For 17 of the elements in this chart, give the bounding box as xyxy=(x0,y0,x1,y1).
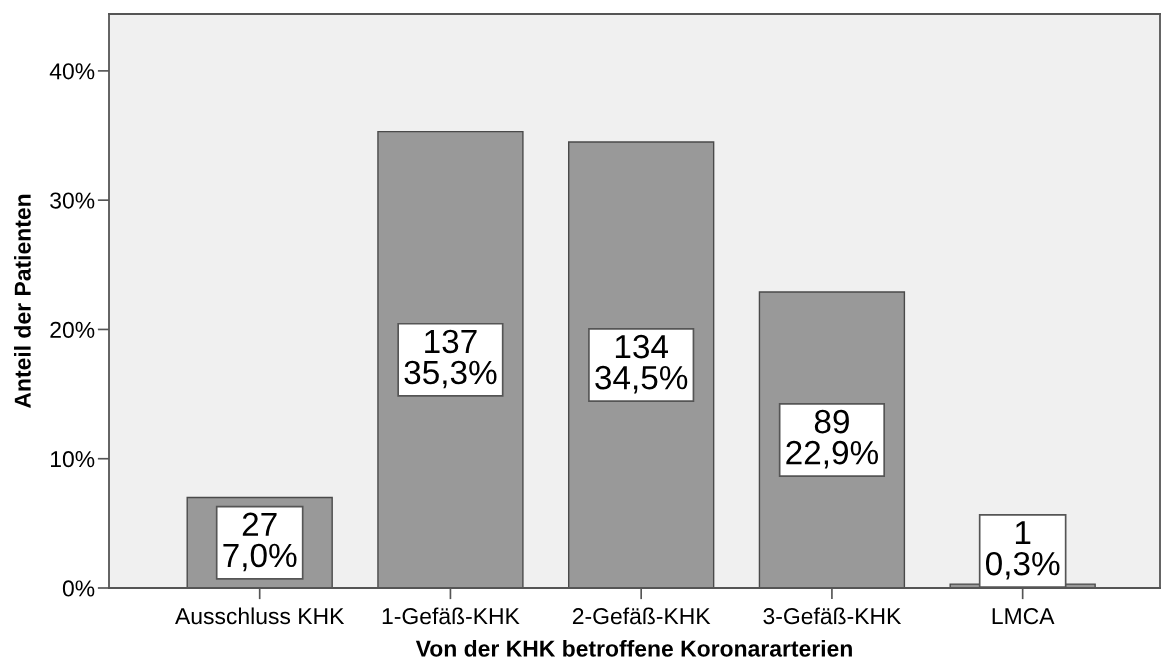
x-tick-label: 1-Gefäß-KHK xyxy=(382,607,520,625)
x-tick-label: Ausschluss KHK xyxy=(175,607,345,625)
y-tick-label: 40% xyxy=(49,63,95,80)
data-label: 27 7,0% xyxy=(223,512,297,572)
y-tick-label: 20% xyxy=(50,321,95,338)
x-tick-label: LMCA xyxy=(992,608,1055,625)
data-label: 134 34,5% xyxy=(595,334,688,394)
data-label: 1 0,3% xyxy=(985,521,1060,580)
data-label: 89 22,9% xyxy=(786,409,878,469)
x-tick-label: 2-Gefäß-KHK xyxy=(572,607,711,625)
x-axis-title: Von der KHK betroffene Koronararterien xyxy=(415,639,852,657)
y-axis-title: Anteil der Patienten xyxy=(13,194,31,409)
y-tick-label: 30% xyxy=(50,192,95,209)
data-label: 137 35,3% xyxy=(404,329,497,389)
x-tick-label: 3-Gefäß-KHK xyxy=(763,607,902,625)
y-tick-label: 0% xyxy=(62,580,95,597)
y-tick-label: 10% xyxy=(50,451,95,468)
